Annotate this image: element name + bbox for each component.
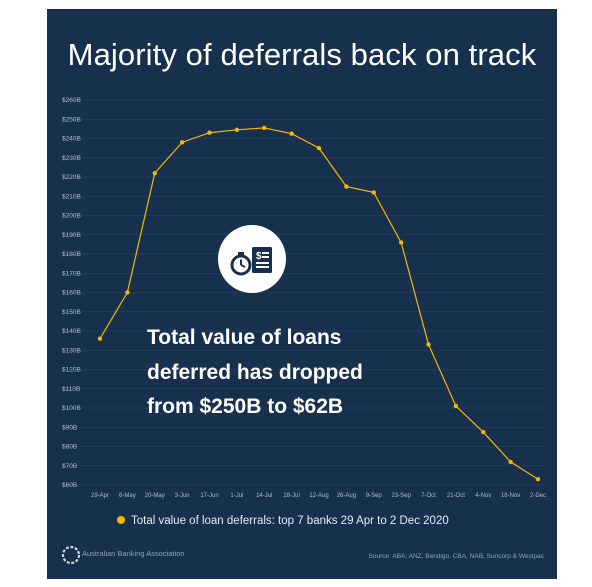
- data-point: [262, 125, 267, 131]
- x-tick-label: 7-Oct: [421, 493, 436, 499]
- y-tick-label: $220B: [62, 174, 81, 181]
- infographic-card: $60B $70B $80B $90B $100B $110B $120B $130B $140…: [47, 9, 557, 579]
- y-tick-label: $210B: [62, 193, 81, 200]
- x-tick-label: 18-Nov: [501, 493, 520, 499]
- x-tick-label: 2-Dec: [530, 493, 546, 499]
- x-tick-label: 9-Sep: [366, 493, 383, 499]
- y-tick-label: $100B: [62, 405, 81, 412]
- data-point: [179, 140, 185, 145]
- y-tick-label: $80B: [62, 444, 77, 451]
- x-tick-label: 1-Jul: [230, 493, 243, 499]
- line-chart: $60B $70B $80B $90B $100B $110B $120B $130B $140…: [62, 97, 547, 499]
- logo-text: Australian Banking Association: [82, 549, 185, 558]
- data-point: [453, 403, 459, 409]
- y-tick-label: $230B: [62, 155, 81, 162]
- y-tick-label: $60B: [62, 482, 77, 489]
- y-tick-label: $160B: [62, 290, 81, 297]
- data-point: [152, 170, 157, 176]
- legend-marker: [117, 515, 125, 524]
- y-tick-label: $180B: [62, 251, 81, 258]
- data-point: [508, 459, 513, 465]
- annotation-line-3: from $250B to $62B: [147, 395, 344, 418]
- y-tick-label: $170B: [62, 270, 81, 277]
- y-tick-label: $190B: [62, 232, 81, 239]
- x-tick-label: 12-Aug: [309, 493, 328, 499]
- x-tick-label: 26-Aug: [337, 493, 356, 499]
- x-tick-label: 17-Jun: [200, 493, 218, 499]
- data-point: [344, 184, 349, 189]
- source-note: Source: ABA; ANZ, Bendigo, CBA, NAB, Sun…: [368, 553, 544, 560]
- x-tick-label: 23-Sep: [391, 493, 411, 499]
- y-tick-label: $250B: [62, 116, 81, 123]
- x-tick-label: 6-May: [119, 493, 136, 499]
- y-tick-label: $70B: [62, 463, 77, 470]
- svg-text:$: $: [256, 251, 262, 262]
- data-point: [481, 429, 486, 435]
- y-tick-label: $260B: [62, 97, 81, 104]
- data-point: [426, 342, 431, 347]
- x-tick-label: 29-Apr: [91, 493, 109, 499]
- aba-logo: [61, 545, 81, 565]
- data-point: [316, 145, 322, 151]
- data-point: [535, 477, 541, 482]
- y-tick-label: $200B: [62, 213, 81, 220]
- x-tick-label: 14-Jul: [256, 493, 272, 499]
- x-tick-label: 21-Oct: [447, 493, 465, 499]
- x-tick-label: 3-Jun: [175, 493, 190, 499]
- y-tick-label: $150B: [62, 309, 81, 316]
- x-tick-label: 28-Jul: [283, 493, 299, 499]
- data-point: [234, 127, 240, 133]
- data-point: [398, 240, 404, 245]
- y-tick-label: $110B: [62, 386, 80, 393]
- annotation-line-2: deferred has dropped: [147, 360, 363, 384]
- data-point: [289, 131, 294, 136]
- series-line: [99, 127, 539, 480]
- annotation-line-1: Total value of loans: [147, 326, 342, 349]
- y-tick-label: $130B: [62, 347, 81, 354]
- data-point: [371, 190, 376, 195]
- legend-label: Total value of loan deferrals: top 7 ban…: [131, 515, 449, 527]
- y-tick-label: $120B: [62, 367, 81, 374]
- y-tick-label: $90B: [62, 424, 77, 431]
- stopwatch-and-invoice-icon: $: [218, 225, 286, 293]
- data-point: [207, 130, 212, 135]
- chart-legend: Total value of loan deferrals: top 7 ban…: [117, 515, 449, 527]
- chart-title: Majority of deferrals back on track: [67, 37, 537, 72]
- data-point: [97, 336, 103, 341]
- x-tick-label: 20-May: [145, 493, 165, 499]
- y-tick-label: $140B: [62, 328, 81, 335]
- data-point: [125, 290, 130, 295]
- x-tick-label: 4-Nov: [475, 493, 491, 499]
- y-tick-label: $240B: [62, 136, 81, 143]
- annotation-text: Total value of loans deferred has droppe…: [147, 321, 447, 425]
